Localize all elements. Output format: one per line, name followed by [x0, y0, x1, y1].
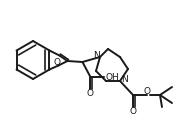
Text: O: O [144, 86, 151, 96]
Text: O: O [54, 58, 61, 67]
Text: O: O [87, 88, 94, 98]
Text: OH: OH [105, 72, 119, 82]
Text: N: N [93, 52, 99, 60]
Text: O: O [129, 106, 136, 116]
Text: N: N [121, 76, 127, 84]
